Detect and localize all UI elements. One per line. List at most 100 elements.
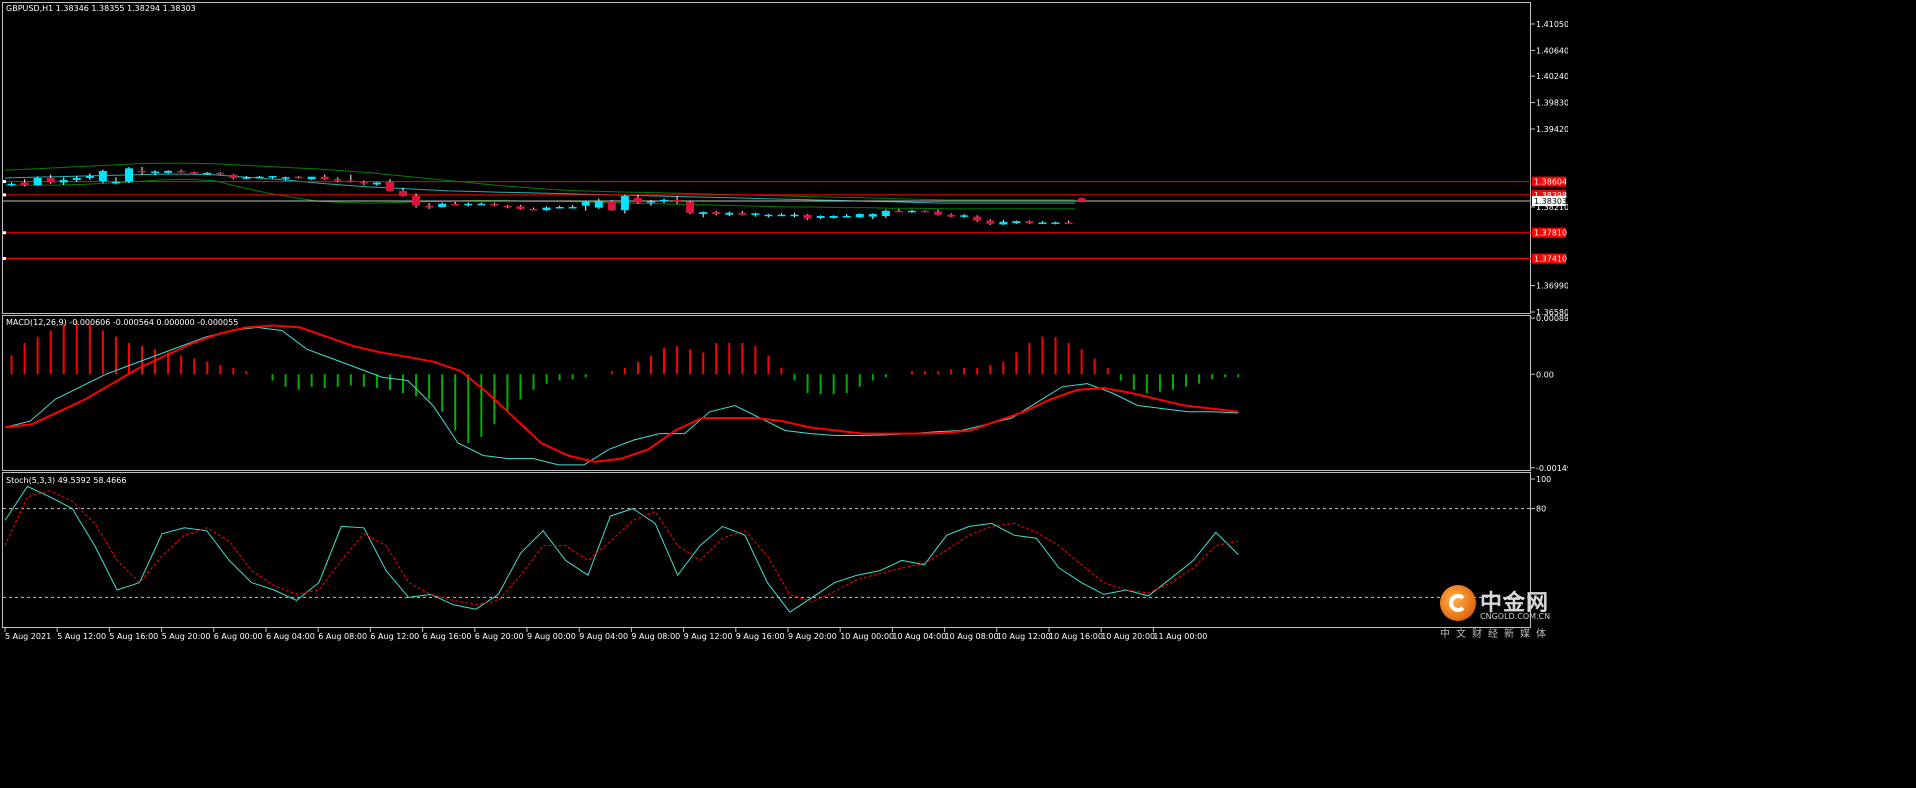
time-axis-tick-label: 6 Aug 00:00 [214,632,263,641]
time-axis: 5 Aug 2021 5 Aug 12:00 5 Aug 16:00 5 Aug 20… [4,628,1207,641]
candle-bull [477,203,486,206]
candle-bear [607,201,616,211]
candle-bear [320,176,329,180]
chart-canvas: 1.41050 1.40640 1.40240 1.39830 1.39420 1.382… [2,2,1568,641]
candle-bull [1012,221,1021,224]
macd-y-tick-label: -0.001496 [1536,464,1568,473]
candle-bull [85,176,94,178]
level-price-tag [1532,176,1566,187]
candle-bear [686,201,695,213]
level-anchor-marker [3,180,6,184]
macd-pane-frame [2,315,1531,471]
candle-bear [20,182,29,186]
level-price-tag-label: 1.38604 [1534,178,1567,187]
candle-bear [138,170,147,173]
candle-bull [646,201,655,203]
time-axis-tick-label: 5 Aug 16:00 [109,632,158,641]
level-price-tag [1532,227,1566,238]
candle-bear [934,211,943,215]
time-axis-tick-label: 9 Aug 12:00 [684,632,733,641]
candle-bull [542,207,551,211]
macd-signal-line [4,324,1239,463]
candle-bull [568,206,577,209]
time-axis-tick-label: 6 Aug 16:00 [423,632,472,641]
candle-bear [46,177,55,183]
candle-bull [372,182,381,185]
candle-bull [281,177,290,179]
candle-bull [164,170,173,173]
y-axis-tick-label: 1.39420 [1536,125,1568,134]
candle-bear [229,174,238,178]
macd-pane: 0.000899 0.00 -0.001496 [4,314,1568,473]
candle-bull [203,172,212,175]
candle-bull [1051,222,1060,224]
candle-bull [999,221,1008,225]
macd-y-tick-label: 0.000899 [1536,314,1568,323]
candle-bull [7,183,16,186]
main-price-pane: 1.41050 1.40640 1.40240 1.39830 1.39420 1.382… [3,20,1568,317]
time-axis-tick-label: 6 Aug 20:00 [475,632,524,641]
level-price-tag [1532,189,1566,200]
candle-bull [725,212,734,215]
candle-bear [1025,221,1034,224]
candle-bull [124,168,133,182]
time-axis-tick-label: 9 Aug 08:00 [631,632,680,641]
candle-bull [464,203,473,206]
envelope-lower-line [5,178,1076,210]
time-axis-tick-label: 10 Aug 12:00 [997,632,1051,641]
time-axis-tick-label: 9 Aug 16:00 [736,632,785,641]
time-axis-tick-label: 5 Aug 2021 [5,632,51,641]
current-price-tag-label: 1.38303 [1534,197,1567,206]
candle-bear [490,203,499,206]
level-price-tag-label: 1.37810 [1534,229,1567,238]
candle-bear [529,208,538,211]
candle-bull [255,176,264,179]
candle-bull [33,177,42,186]
candle-bull [1038,222,1047,224]
candle-bear [333,179,342,181]
candle-bear [294,176,303,179]
candle-bull [555,206,564,209]
time-axis-tick-label: 9 Aug 20:00 [788,632,837,641]
candle-bear [803,214,812,219]
candle-bull [816,215,825,218]
time-axis-tick-label: 10 Aug 04:00 [892,632,946,641]
candle-bear [712,212,721,215]
candle-bear [947,214,956,217]
candle-bull [307,176,316,180]
candle-bull [620,196,629,211]
candle-bear [894,210,903,213]
stoch-signal-line [4,490,1239,606]
candle-bull [699,212,708,215]
stoch-y-tick-label: 80 [1536,505,1546,514]
main-header-label: GBPUSD,H1 1.38346 1.38355 1.38294 1.3830… [6,4,196,13]
time-axis-tick-label: 6 Aug 04:00 [266,632,315,641]
envelope-middle-line [4,173,1076,204]
time-axis-tick-label: 6 Aug 12:00 [370,632,419,641]
candle-bull [268,176,277,178]
candle-bear [921,210,930,213]
candle-bear [503,205,512,208]
time-axis-tick-label: 10 Aug 16:00 [1049,632,1103,641]
candle-bull [581,201,590,206]
time-axis-tick-label: 9 Aug 00:00 [527,632,576,641]
candle-bear [190,172,199,174]
candle-bear [385,181,394,191]
stoch-pane-frame [2,472,1531,628]
y-axis-tick-label: 1.41050 [1536,20,1568,29]
level-anchor-marker [3,231,6,235]
candle-bear [516,206,525,209]
candle-bull [881,210,890,216]
time-axis-tick-label: 10 Aug 08:00 [945,632,999,641]
candle-bear [973,216,982,221]
candle-bear [451,203,460,206]
level-price-tag [1532,253,1566,264]
y-axis-tick-label: 1.36990 [1536,282,1568,291]
level-price-tag-label: 1.37410 [1534,255,1567,264]
candle-bear [216,172,225,175]
level-price-tag-label: 1.38398 [1534,191,1567,200]
candle-bull [960,215,969,217]
candle-bull [438,203,447,207]
macd-main-line [4,326,1239,466]
candle-bear [399,190,408,197]
